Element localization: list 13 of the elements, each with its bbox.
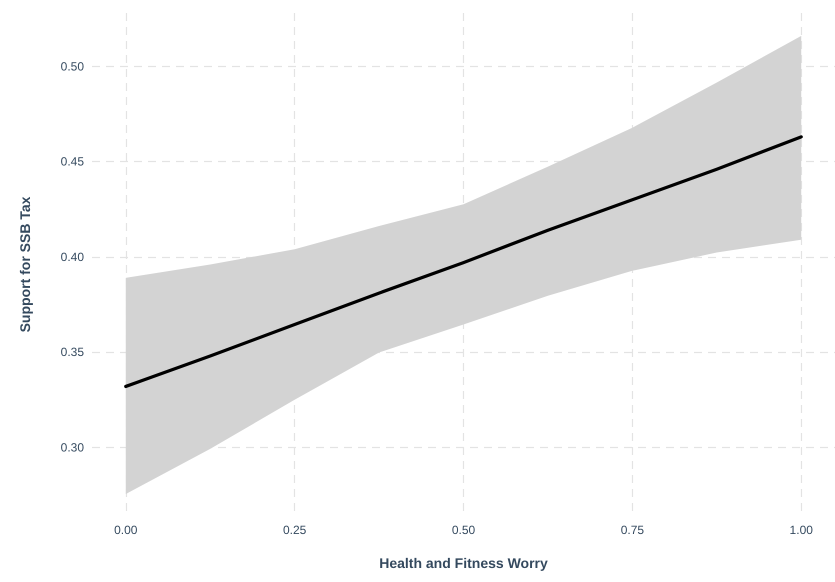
y-tick-label: 0.50: [60, 59, 84, 74]
y-tick-label: 0.30: [60, 440, 84, 454]
x-tick-label: 0.00: [114, 523, 138, 537]
y-axis-title: Support for SSB Tax: [17, 196, 33, 332]
y-tick-label: 0.35: [60, 345, 84, 360]
y-tick-label: 0.40: [60, 250, 84, 264]
y-tick-label: 0.45: [60, 154, 84, 169]
x-tick-label: 0.25: [282, 523, 307, 537]
x-tick-label: 1.00: [790, 523, 814, 537]
x-tick-label: 0.75: [620, 523, 644, 537]
line-series: [124, 135, 803, 388]
x-axis-title: Health and Fitness Worry: [379, 555, 548, 571]
x-tick-label: 0.50: [452, 523, 476, 537]
